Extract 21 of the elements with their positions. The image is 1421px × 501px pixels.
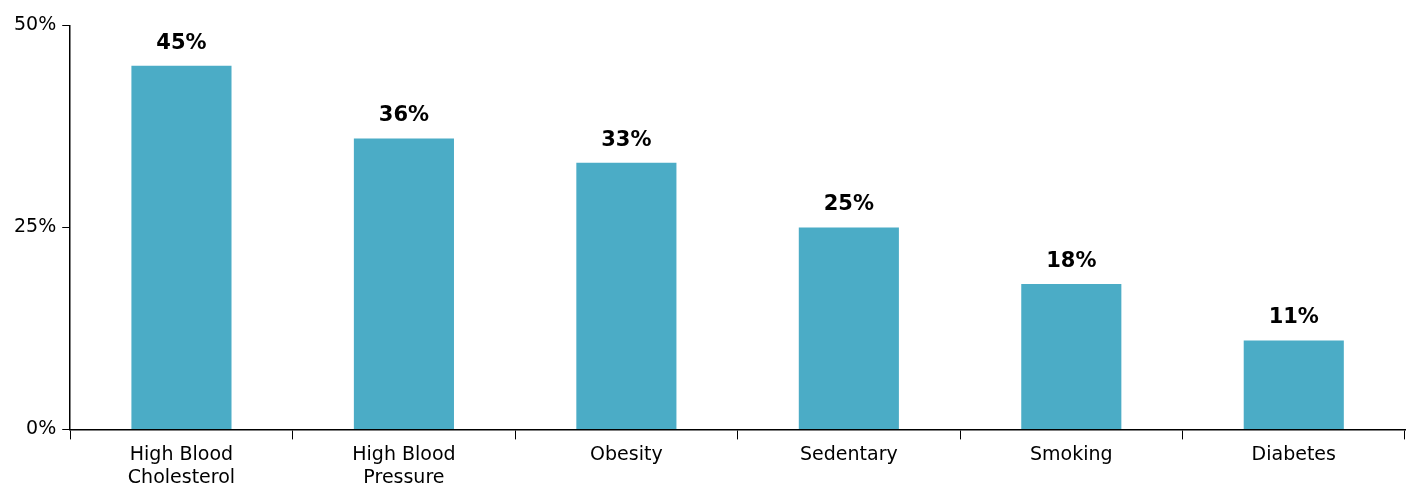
- y-tick-label: 0%: [26, 416, 57, 439]
- bar: [1021, 283, 1122, 429]
- bar: [353, 138, 454, 429]
- bar: [798, 227, 899, 429]
- data-label: 25%: [823, 191, 874, 216]
- y-tick-label: 25%: [14, 214, 57, 237]
- data-label: 36%: [378, 102, 430, 127]
- y-tick-label: 50%: [14, 12, 57, 35]
- bar: [576, 162, 677, 429]
- x-tick-label: Diabetes: [1251, 441, 1336, 464]
- data-label: 18%: [1046, 247, 1097, 272]
- x-tick-label: Sedentary: [799, 441, 898, 464]
- bar: [131, 65, 232, 429]
- bar: [1243, 340, 1344, 429]
- x-tick-label: High Blood Cholesterol: [127, 441, 236, 487]
- x-tick-label: Smoking: [1030, 441, 1113, 464]
- x-tick-label: Obesity: [590, 441, 663, 464]
- data-label: 33%: [601, 126, 652, 151]
- x-tick-label: High Blood Pressure: [352, 441, 456, 487]
- data-label: 11%: [1268, 304, 1319, 329]
- data-label: 45%: [156, 29, 207, 54]
